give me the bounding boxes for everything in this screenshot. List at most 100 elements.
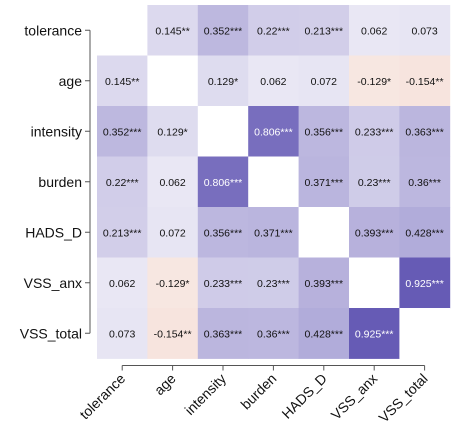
cell-value-label: 0.806*** bbox=[254, 126, 293, 138]
cell-value-label: 0.428*** bbox=[405, 227, 444, 239]
cell-value-label: 0.352*** bbox=[103, 126, 142, 138]
cell-value-label: 0.233*** bbox=[204, 278, 243, 290]
heatmap-cell-VSS_anx-age bbox=[147, 257, 199, 309]
heatmap-cell-VSS_total-age bbox=[147, 308, 199, 359]
heatmap-cell-HADS_D-intensity bbox=[197, 207, 249, 258]
cell-value-label: 0.363*** bbox=[405, 126, 444, 138]
cell-value-label: 0.072 bbox=[159, 227, 185, 239]
heatmap-cell-burden-burden bbox=[248, 156, 299, 208]
heatmap-cell-tolerance-tolerance bbox=[97, 5, 148, 56]
cell-value-label: -0.154** bbox=[406, 76, 444, 88]
y-tick-label: burden bbox=[38, 174, 82, 190]
cell-value-label: 0.23*** bbox=[257, 278, 290, 290]
cell-value-label: 0.233*** bbox=[355, 126, 394, 138]
heatmap-cell-tolerance-burden bbox=[248, 5, 299, 56]
y-tick-label: VSS_anx bbox=[24, 275, 82, 291]
heatmap-cell-HADS_D-VSS_total bbox=[399, 207, 451, 258]
cell-value-label: 0.145** bbox=[105, 76, 139, 88]
heatmap-cell-VSS_anx-VSS_total bbox=[399, 257, 451, 309]
cell-value-label: 0.806*** bbox=[204, 177, 243, 189]
cell-value-label: 0.213*** bbox=[103, 227, 142, 239]
cell-value-label: 0.22*** bbox=[106, 177, 139, 189]
cell-value-label: 0.213*** bbox=[305, 25, 344, 37]
heatmap-cell-age-intensity bbox=[197, 55, 249, 107]
cell-value-label: 0.129* bbox=[208, 76, 238, 88]
cell-value-label: 0.062 bbox=[109, 278, 135, 290]
heatmap-cell-VSS_anx-burden bbox=[248, 257, 299, 309]
heatmap-cell-tolerance-HADS_D bbox=[298, 5, 350, 56]
heatmap-cell-VSS_anx-tolerance bbox=[97, 257, 148, 309]
heatmap-cell-intensity-burden bbox=[248, 106, 299, 157]
cell-value-label: 0.925*** bbox=[405, 278, 444, 290]
heatmap-cell-VSS_total-intensity bbox=[197, 308, 249, 359]
heatmap-cell-VSS_total-burden bbox=[248, 308, 299, 359]
cell-value-label: 0.22*** bbox=[257, 25, 290, 37]
heatmap-cell-age-tolerance bbox=[97, 55, 148, 107]
heatmap-cell-VSS_total-tolerance bbox=[97, 308, 148, 359]
cell-value-label: -0.154** bbox=[154, 328, 192, 340]
y-tick-label: HADS_D bbox=[25, 224, 82, 240]
heatmap-cell-burden-tolerance bbox=[97, 156, 148, 208]
cell-value-label: 0.925*** bbox=[355, 328, 394, 340]
cell-value-label: -0.129* bbox=[357, 76, 391, 88]
heatmap-cell-VSS_total-HADS_D bbox=[298, 308, 350, 359]
heatmap-cell-intensity-age bbox=[147, 106, 199, 157]
x-tick-label: HADS_D bbox=[278, 370, 329, 421]
cell-value-label: 0.062 bbox=[260, 76, 286, 88]
cell-value-label: 0.129* bbox=[157, 126, 187, 138]
cell-value-label: 0.23*** bbox=[358, 177, 391, 189]
heatmap-cell-burden-VSS_anx bbox=[349, 156, 400, 208]
heatmap-cell-age-VSS_anx bbox=[349, 55, 400, 107]
cell-value-label: 0.371*** bbox=[305, 177, 344, 189]
cell-value-label: 0.145** bbox=[155, 25, 189, 37]
cell-value-label: 0.393*** bbox=[355, 227, 394, 239]
cell-value-label: 0.393*** bbox=[305, 278, 344, 290]
cell-value-label: 0.36*** bbox=[257, 328, 290, 340]
y-tick-label: intensity bbox=[31, 123, 82, 139]
x-tick-label: VSS_anx bbox=[328, 370, 381, 423]
x-tick-label: intensity bbox=[181, 370, 229, 418]
heatmap-cell-VSS_anx-intensity bbox=[197, 257, 249, 309]
heatmap-cell-age-VSS_total bbox=[399, 55, 451, 107]
y-tick-label: age bbox=[59, 73, 83, 89]
cell-value-label: 0.073 bbox=[109, 328, 135, 340]
heatmap-cell-tolerance-VSS_total bbox=[399, 5, 451, 56]
heatmap-cell-VSS_anx-VSS_anx bbox=[349, 257, 400, 309]
x-tick-label: VSS_total bbox=[375, 370, 430, 424]
heatmap-cell-burden-age bbox=[147, 156, 199, 208]
cell-value-label: 0.062 bbox=[159, 177, 185, 189]
cell-value-label: 0.371*** bbox=[254, 227, 293, 239]
heatmap-cell-HADS_D-tolerance bbox=[97, 207, 148, 258]
heatmap-cell-intensity-VSS_total bbox=[399, 106, 451, 157]
cell-value-label: 0.073 bbox=[411, 25, 437, 37]
heatmap-cell-burden-intensity bbox=[197, 156, 249, 208]
heatmap-cells bbox=[97, 5, 451, 359]
heatmap-cell-burden-VSS_total bbox=[399, 156, 451, 208]
heatmap-cell-burden-HADS_D bbox=[298, 156, 350, 208]
cell-value-label: 0.36*** bbox=[408, 177, 441, 189]
heatmap-cell-intensity-tolerance bbox=[97, 106, 148, 157]
cell-value-label: 0.356*** bbox=[305, 126, 344, 138]
heatmap-cell-tolerance-VSS_anx bbox=[349, 5, 400, 56]
x-tick-label: age bbox=[151, 370, 179, 398]
y-tick-label: VSS_total bbox=[20, 325, 82, 341]
heatmap-cell-VSS_total-VSS_total bbox=[399, 308, 451, 359]
x-tick-label: tolerance bbox=[76, 370, 128, 422]
heatmap-cell-HADS_D-HADS_D bbox=[298, 207, 350, 258]
x-tick-label: burden bbox=[237, 370, 279, 412]
heatmap-cell-HADS_D-age bbox=[147, 207, 199, 258]
heatmap-value-labels: 0.145** 0.352*** 0.22*** 0.213*** 0.062 0.073… bbox=[103, 25, 444, 340]
x-axis: tolerance age intensity burdenHADS_DVSS_anx… bbox=[76, 365, 431, 426]
heatmap-cell-intensity-VSS_anx bbox=[349, 106, 400, 157]
heatmap-cell-tolerance-age bbox=[147, 5, 199, 56]
heatmap-cell-tolerance-intensity bbox=[197, 5, 249, 56]
heatmap-cell-age-burden bbox=[248, 55, 299, 107]
heatmap-cell-HADS_D-burden bbox=[248, 207, 299, 258]
y-axis: tolerance age intensity burden HADS_D VSS_anx… bbox=[20, 22, 91, 341]
y-tick-label: tolerance bbox=[24, 22, 82, 38]
heatmap-cell-age-HADS_D bbox=[298, 55, 350, 107]
cell-value-label: -0.129* bbox=[156, 278, 190, 290]
cell-value-label: 0.062 bbox=[361, 25, 387, 37]
